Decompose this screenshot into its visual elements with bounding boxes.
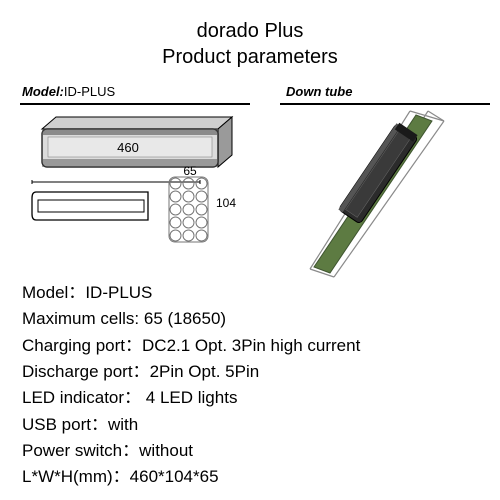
spec-label: Model： xyxy=(22,283,85,302)
spec-label: Charging port： xyxy=(22,336,142,355)
spec-row: USB port：with xyxy=(22,412,360,438)
spec-label: Discharge port： xyxy=(22,362,150,381)
spec-value: 460*104*65 xyxy=(130,467,219,486)
spec-value: 65 (18650) xyxy=(144,309,226,328)
spec-value: 4 LED lights xyxy=(141,388,237,407)
spec-list: Model：ID-PLUSMaximum cells: 65 (18650)Ch… xyxy=(22,280,360,491)
model-label: Model: xyxy=(22,84,64,99)
spec-label: USB port： xyxy=(22,415,108,434)
spec-row: L*W*H(mm)：460*104*65 xyxy=(22,464,360,490)
cell-grid-diagram xyxy=(168,176,212,250)
title-line-1: dorado Plus xyxy=(0,18,500,44)
model-header: Model:ID-PLUS xyxy=(20,78,250,105)
model-value: ID-PLUS xyxy=(64,84,115,99)
spec-row: Model：ID-PLUS xyxy=(22,280,360,306)
spec-row: Charging port：DC2.1 Opt. 3Pin high curre… xyxy=(22,333,360,359)
spec-label: Power switch： xyxy=(22,441,139,460)
left-diagram-column: Model:ID-PLUS 460 65 104 xyxy=(20,78,250,240)
spec-value: DC2.1 Opt. 3Pin high current xyxy=(142,336,360,355)
spec-value: ID-PLUS xyxy=(85,283,152,302)
downtube-header: Down tube xyxy=(280,78,490,105)
spec-value: with xyxy=(108,415,138,434)
bike-frame-diagram xyxy=(280,107,490,287)
spec-row: Power switch：without xyxy=(22,438,360,464)
spec-value: without xyxy=(139,441,193,460)
spec-label: LED indicator： xyxy=(22,388,141,407)
spec-row: Discharge port：2Pin Opt. 5Pin xyxy=(22,359,360,385)
dimension-height: 104 xyxy=(216,196,236,210)
spec-row: Maximum cells: 65 (18650) xyxy=(22,306,360,332)
title-block: dorado Plus Product parameters xyxy=(0,0,500,70)
spec-row: LED indicator： 4 LED lights xyxy=(22,385,360,411)
dimension-length: 460 xyxy=(28,140,228,155)
diagram-row: Model:ID-PLUS 460 65 104 xyxy=(0,78,500,278)
right-diagram-column: Down tube xyxy=(280,78,490,287)
spec-label: L*W*H(mm)： xyxy=(22,467,130,486)
spec-label: Maximum cells: xyxy=(22,309,144,328)
spec-value: 2Pin Opt. 5Pin xyxy=(150,362,260,381)
title-line-2: Product parameters xyxy=(0,44,500,70)
